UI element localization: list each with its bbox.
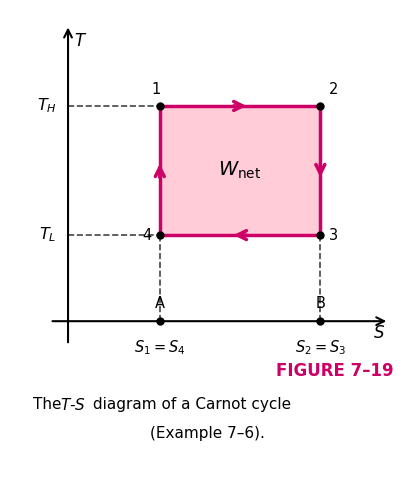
Text: 2: 2 bbox=[328, 82, 337, 97]
Text: $T_L$: $T_L$ bbox=[39, 226, 57, 245]
Text: (Example 7–6).: (Example 7–6). bbox=[149, 426, 264, 441]
Text: FIGURE 7–19: FIGURE 7–19 bbox=[275, 362, 392, 381]
Text: $S$: $S$ bbox=[372, 324, 384, 342]
Text: The: The bbox=[33, 397, 66, 412]
Text: $S_1 = S_4$: $S_1 = S_4$ bbox=[134, 338, 185, 356]
Text: $T$: $T$ bbox=[74, 32, 87, 50]
Text: diagram of a Carnot cycle: diagram of a Carnot cycle bbox=[88, 397, 291, 412]
Polygon shape bbox=[159, 106, 320, 235]
Text: $W_\mathrm{net}$: $W_\mathrm{net}$ bbox=[218, 160, 261, 181]
Text: $T$-$S$: $T$-$S$ bbox=[60, 397, 86, 413]
Text: B: B bbox=[315, 296, 325, 311]
Text: 1: 1 bbox=[151, 82, 160, 97]
Text: 3: 3 bbox=[328, 228, 337, 243]
Text: $S_2 = S_3$: $S_2 = S_3$ bbox=[294, 338, 345, 356]
Text: 4: 4 bbox=[142, 228, 151, 243]
Text: A: A bbox=[154, 296, 164, 311]
Text: $T_H$: $T_H$ bbox=[37, 97, 57, 115]
